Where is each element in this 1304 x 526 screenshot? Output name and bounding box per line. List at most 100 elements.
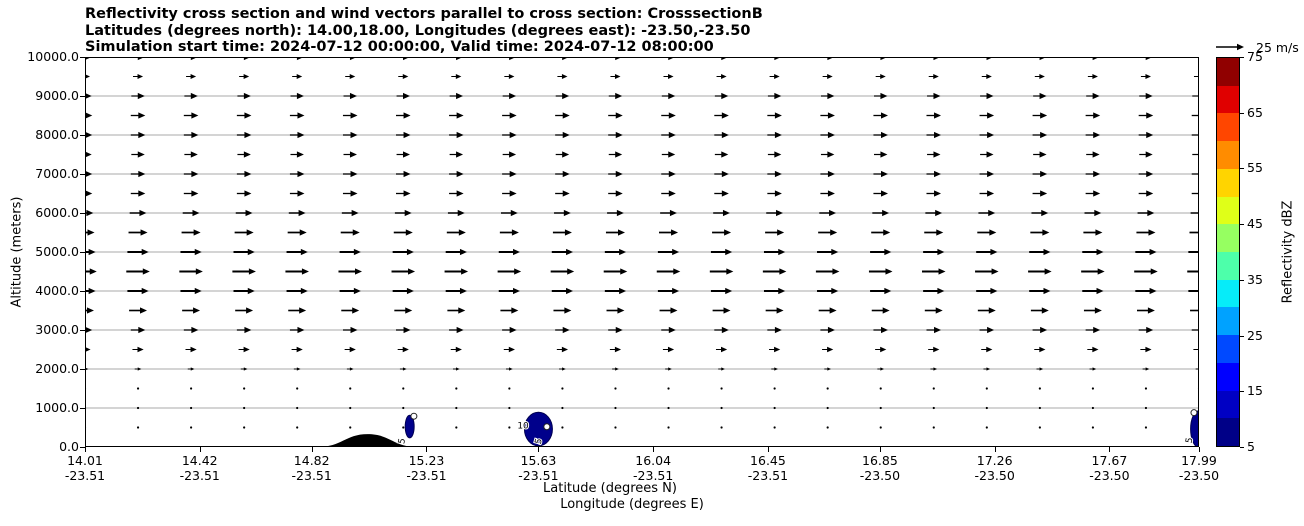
colorbar-label: Reflectivity dBZ <box>1280 200 1296 304</box>
colorbar-tick-mark <box>1240 168 1244 170</box>
wind-row-3500m <box>85 307 1199 314</box>
colorbar-segment <box>1217 224 1239 252</box>
colorbar-segment <box>1217 141 1239 169</box>
x-tick-longitude: -23.51 <box>291 468 332 483</box>
wind-row-4500m <box>85 268 1199 275</box>
contour-label-ring <box>1190 409 1198 417</box>
x-tick-mark <box>199 447 201 452</box>
colorbar-tick-mark <box>1240 224 1244 226</box>
x-tick-longitude: -23.51 <box>633 468 674 483</box>
y-tick-label: 4000.0 <box>35 283 79 298</box>
colorbar-segment <box>1217 362 1239 391</box>
x-axis-label-latitude: Latitude (degrees N) <box>543 481 677 496</box>
colorbar-tick-mark <box>1240 391 1244 393</box>
plot-area: 5 10 5 5 <box>85 57 1199 447</box>
x-tick-longitude: -23.51 <box>406 468 447 483</box>
wind-row-1000m <box>85 406 1199 410</box>
x-tick-latitude: 16.45 <box>750 453 786 468</box>
wind-row-1500m <box>85 387 1199 390</box>
colorbar-segment <box>1217 390 1239 419</box>
x-tick-longitude: -23.50 <box>859 468 901 483</box>
plot-title: Reflectivity cross section and wind vect… <box>85 6 763 56</box>
colorbar-segment <box>1217 279 1239 308</box>
x-tick-latitude: 14.01 <box>67 453 103 468</box>
colorbar-segment <box>1217 85 1239 114</box>
y-tick-mark <box>80 252 85 253</box>
x-tick-mark <box>85 447 86 452</box>
x-tick-latitude: 16.04 <box>635 453 672 468</box>
colorbar <box>1216 57 1240 447</box>
y-tick-mark <box>80 57 85 58</box>
colorbar-tick-label: 35 <box>1247 271 1263 287</box>
cross-section-canvas: 5 10 5 5 <box>85 57 1199 447</box>
wind-row-4000m <box>85 287 1199 295</box>
wind-row-2500m <box>85 346 1199 353</box>
colorbar-segment <box>1217 251 1239 280</box>
wind-row-5000m <box>85 248 1199 256</box>
x-tick-label: 14.82 -23.51 <box>267 453 357 483</box>
colorbar-tick-label: 5 <box>1247 439 1255 454</box>
colorbar-segment <box>1217 113 1239 142</box>
x-tick-mark <box>1109 447 1111 452</box>
x-tick-latitude: 15.63 <box>520 453 557 468</box>
x-tick-label: 17.67 -23.50 <box>1064 453 1154 483</box>
colorbar-segment <box>1217 307 1239 336</box>
wind-row-2000m <box>85 367 1199 371</box>
x-tick-label: 15.63 -23.51 <box>493 453 583 483</box>
x-tick-mark <box>994 447 996 452</box>
wind-row-7500m <box>85 151 1199 158</box>
wind-row-500m <box>85 426 1199 429</box>
y-tick-label: 9000.0 <box>35 88 79 103</box>
y-tick-label: 7000.0 <box>35 166 79 181</box>
colorbar-tick-mark <box>1240 112 1244 114</box>
x-axis-label-longitude: Longitude (degrees E) <box>560 497 704 512</box>
wind-row-6500m <box>85 190 1199 197</box>
contour-label-ring <box>543 423 551 431</box>
x-tick-latitude: 16.85 <box>862 453 898 468</box>
colorbar-tick-mark <box>1240 335 1244 337</box>
x-tick-label: 16.85 -23.50 <box>835 453 925 483</box>
y-tick-mark <box>80 96 85 97</box>
contour-label-ring <box>410 412 418 420</box>
colorbar-tick-label: 45 <box>1247 216 1263 232</box>
reflectivity-region <box>404 414 415 439</box>
colorbar-segment <box>1217 335 1239 363</box>
x-tick-mark <box>1199 447 1200 452</box>
y-tick-mark <box>80 408 85 409</box>
colorbar-tick-label: 65 <box>1247 104 1263 120</box>
colorbar-tick-mark <box>1240 57 1244 58</box>
x-tick-longitude: -23.50 <box>1089 468 1130 483</box>
colorbar-tick-label: 75 <box>1247 49 1263 64</box>
y-tick-mark <box>80 174 85 175</box>
x-tick-mark <box>538 447 540 452</box>
y-tick-mark <box>80 330 85 331</box>
y-tick-label: 10000.0 <box>27 49 79 64</box>
y-tick-label: 0.0 <box>59 439 79 454</box>
quiver-key-arrow-svg <box>1216 43 1244 51</box>
wind-row-7000m <box>85 170 1199 178</box>
colorbar-segment <box>1217 196 1239 225</box>
wind-row-8500m <box>85 112 1199 119</box>
x-tick-latitude: 14.82 <box>293 453 330 468</box>
x-tick-latitude: 14.42 <box>181 453 218 468</box>
x-tick-longitude: -23.51 <box>747 468 789 483</box>
terrain-profile <box>317 434 419 447</box>
y-tick-label: 5000.0 <box>35 244 79 259</box>
y-tick-label: 6000.0 <box>35 205 79 220</box>
y-tick-mark <box>80 447 85 448</box>
contour-label: 5 <box>1185 437 1196 444</box>
reflectivity-contours: 5 10 5 5 <box>396 409 1199 447</box>
x-tick-label: 17.26 -23.50 <box>950 453 1040 483</box>
x-tick-mark <box>767 447 769 452</box>
x-tick-longitude: -23.51 <box>518 468 559 483</box>
y-tick-mark <box>80 135 85 136</box>
x-tick-latitude: 17.67 <box>1091 453 1128 468</box>
x-tick-label: 16.04 -23.51 <box>608 453 698 483</box>
y-tick-label: 1000.0 <box>35 400 79 415</box>
y-tick-label: 2000.0 <box>35 361 79 376</box>
reflectivity-region <box>1190 410 1199 447</box>
y-tick-label: 3000.0 <box>35 322 79 337</box>
x-tick-mark <box>426 447 428 452</box>
x-tick-longitude: -23.51 <box>64 468 106 483</box>
